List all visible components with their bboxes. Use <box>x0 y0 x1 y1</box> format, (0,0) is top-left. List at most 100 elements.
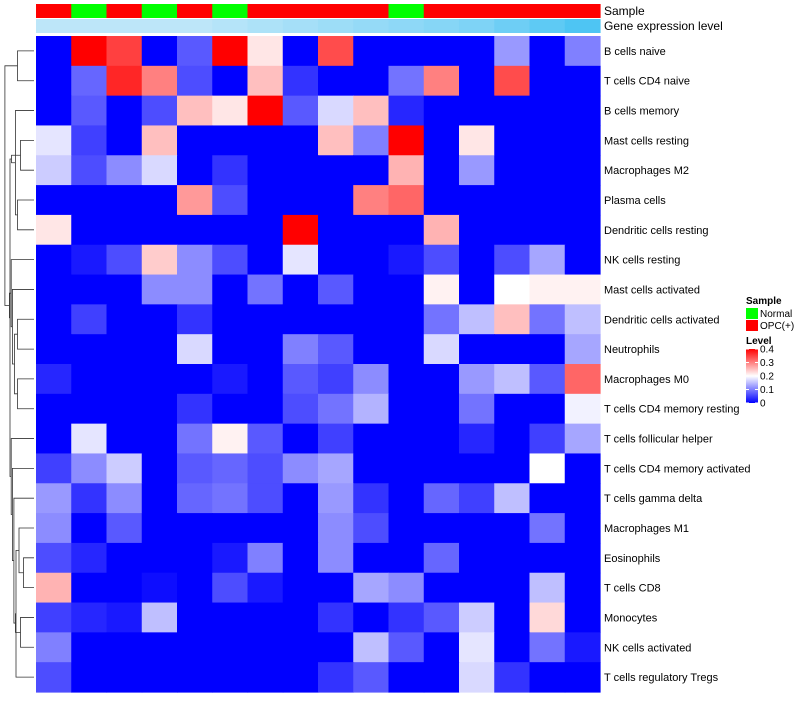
dendrogram-branch <box>14 333 18 395</box>
heatmap-cell <box>247 304 284 335</box>
heatmap-cell <box>353 602 390 633</box>
heatmap-cell <box>177 334 213 365</box>
heatmap-cell <box>141 423 178 455</box>
heatmap-cell <box>423 602 460 633</box>
sample-annotation-cell <box>353 4 390 18</box>
heatmap-cell <box>423 542 460 574</box>
heatmap-cell <box>459 513 495 544</box>
heatmap-cell <box>177 542 213 574</box>
heatmap-cell <box>353 572 390 604</box>
heatmap-cell <box>212 542 249 574</box>
heatmap-cell <box>282 214 319 246</box>
heatmap-cell <box>353 423 390 455</box>
heatmap-cell <box>141 185 178 216</box>
heatmap-cell <box>212 572 249 604</box>
row-label: Dendritic cells activated <box>604 314 720 326</box>
heatmap-cell <box>106 36 143 67</box>
heatmap-cell <box>141 364 178 395</box>
heatmap-cell <box>36 155 72 186</box>
heatmap-cell <box>459 65 495 97</box>
heatmap-cell <box>459 185 495 216</box>
heatmap-cell <box>459 632 495 663</box>
heatmap-cell <box>494 244 531 276</box>
sample-annotation-cell <box>529 4 566 18</box>
heatmap-cell <box>36 214 72 246</box>
heatmap-cell <box>282 36 319 67</box>
heatmap-cell <box>141 572 178 604</box>
heatmap-cell <box>212 393 249 425</box>
heatmap-cell <box>177 214 213 246</box>
heatmap-cell <box>106 572 143 604</box>
heatmap-cell <box>459 453 495 484</box>
heatmap-cell <box>141 542 178 574</box>
row-label: T cells gamma delta <box>604 493 703 505</box>
sample-annotation-cell <box>282 4 319 18</box>
heatmap-cell <box>494 632 531 663</box>
heatmap-cell <box>36 334 72 365</box>
dendrogram-branch <box>20 139 34 171</box>
row-label: T cells CD4 naive <box>604 76 690 88</box>
expression-annotation-cell <box>282 19 319 33</box>
heatmap-cell <box>71 244 108 276</box>
sample-legend-label: Normal <box>760 309 792 320</box>
heatmap-cell <box>388 453 425 484</box>
heatmap-cell <box>212 364 249 395</box>
heatmap-cell <box>423 95 460 127</box>
row-label: Dendritic cells resting <box>604 225 709 237</box>
sample-annotation-cell <box>141 4 178 18</box>
row-label: T cells CD4 memory resting <box>604 404 740 416</box>
heatmap-cell <box>177 364 213 395</box>
heatmap-cell <box>106 423 143 455</box>
sample-annotation-cell <box>564 4 601 18</box>
heatmap-cell <box>141 155 178 186</box>
heatmap-cell <box>388 95 425 127</box>
heatmap-cell <box>318 364 354 395</box>
heatmap-cell <box>36 572 72 604</box>
heatmap-cell <box>36 393 72 425</box>
heatmap-cell <box>388 334 425 365</box>
heatmap-cell <box>141 334 178 365</box>
heatmap-cell <box>36 662 72 693</box>
heatmap-cell <box>247 36 284 67</box>
expression-annotation-cell <box>564 19 601 33</box>
heatmap-cell <box>247 632 284 663</box>
expression-annotation-label: Gene expression level <box>604 19 723 33</box>
heatmap-cell <box>212 244 249 276</box>
heatmap-cell <box>529 632 566 663</box>
heatmap-cell <box>282 155 319 186</box>
heatmap-cell <box>459 334 495 365</box>
heatmap-cell <box>423 36 460 67</box>
row-label: Mast cells resting <box>604 135 689 147</box>
heatmap-cell <box>247 95 284 127</box>
sample-annotation-cell <box>247 4 284 18</box>
heatmap-cell <box>564 602 601 633</box>
heatmap-cell <box>459 95 495 127</box>
heatmap-cell <box>423 513 460 544</box>
heatmap-cell <box>529 364 566 395</box>
heatmap-cell <box>529 304 566 335</box>
heatmap-cell <box>529 602 566 633</box>
dendrogram-branch <box>15 110 34 216</box>
heatmap-cell <box>36 274 72 305</box>
heatmap-cell <box>318 602 354 633</box>
row-label: Neutrophils <box>604 344 660 356</box>
heatmap-cell <box>529 542 566 574</box>
heatmap-cell <box>529 572 566 604</box>
heatmap-cell <box>106 244 143 276</box>
heatmap-cell <box>212 423 249 455</box>
heatmap-cell <box>177 572 213 604</box>
heatmap-cell <box>212 95 249 127</box>
dendrogram-branch <box>17 50 34 82</box>
heatmap-cell <box>353 304 390 335</box>
heatmap-cell <box>388 632 425 663</box>
heatmap-cell <box>247 602 284 633</box>
heatmap-cell <box>459 274 495 305</box>
heatmap-cell <box>564 364 601 395</box>
heatmap-cell <box>353 95 390 127</box>
row-dendrogram <box>4 50 34 678</box>
heatmap-cell <box>71 513 108 544</box>
heatmap-cell <box>459 36 495 67</box>
heatmap-cell <box>282 662 319 693</box>
row-label: T cells CD8 <box>604 583 661 595</box>
